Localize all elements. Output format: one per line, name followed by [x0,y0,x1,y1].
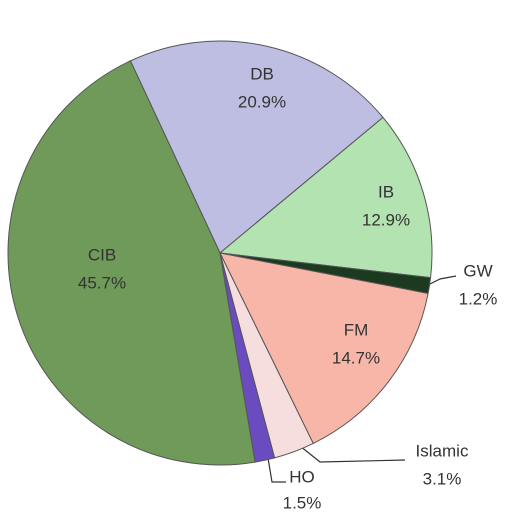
slice [219,252,429,445]
slice-label: HO [289,467,315,486]
value-label: 3.1% [423,469,462,488]
leader-line [427,275,457,286]
slice [129,40,384,254]
slice-label: Islamic [416,441,469,460]
slice-label: GW [463,261,492,280]
value-label: 12.9% [362,210,410,229]
slice-label: DB [250,64,274,83]
slice-label: FM [344,320,369,339]
leader-line [267,457,286,483]
slice [218,116,433,279]
slice [7,60,256,466]
slice-label: IB [378,182,394,201]
value-label: 1.5% [283,493,322,512]
value-label: 20.9% [238,92,286,111]
value-label: 1.2% [459,289,498,308]
slice-label: CIB [88,245,116,264]
leader-line [299,445,406,463]
value-label: 45.7% [78,273,126,292]
value-label: 14.7% [332,348,380,367]
